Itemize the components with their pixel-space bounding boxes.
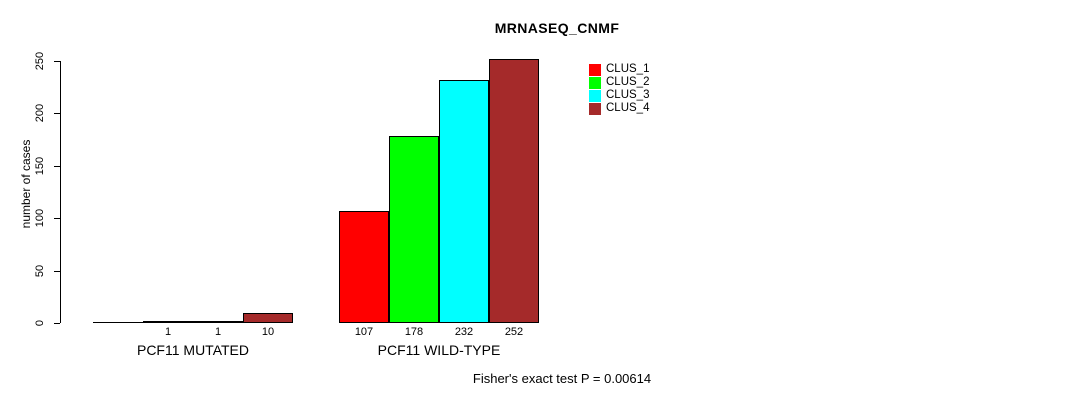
y-tick (54, 271, 60, 272)
bar-value-label: 252 (504, 326, 524, 338)
y-tick-label: 50 (34, 264, 46, 278)
fisher-test-annotation: Fisher's exact test P = 0.00614 (472, 371, 652, 386)
bar-value-label: 1 (214, 326, 222, 338)
bar (339, 211, 389, 323)
chart-title: MRNASEQ_CNMF (494, 20, 620, 36)
y-tick-label: 150 (34, 156, 46, 176)
y-axis-line (60, 61, 61, 323)
bar-value-label: 178 (404, 326, 424, 338)
legend-label: CLUS_1 (606, 63, 650, 75)
y-tick-label: 250 (34, 51, 46, 71)
y-tick (54, 218, 60, 219)
bar (439, 80, 489, 323)
legend-item: CLUS_4 (589, 102, 649, 115)
y-tick (54, 61, 60, 62)
y-tick-label: 0 (34, 319, 46, 327)
x-category-label: PCF11 WILD-TYPE (377, 342, 501, 358)
bar-value-label: 10 (261, 326, 275, 338)
legend-color-swatch (589, 76, 601, 89)
legend-color-swatch (589, 102, 601, 115)
y-axis-label: number of cases (19, 139, 33, 229)
legend-color-swatch (589, 89, 601, 102)
y-tick-label: 100 (34, 208, 46, 228)
bar-value-label: 107 (354, 326, 374, 338)
bar (243, 313, 293, 323)
y-tick (54, 166, 60, 167)
legend-label: CLUS_3 (606, 89, 650, 101)
bar (193, 321, 243, 323)
bar (489, 59, 539, 323)
legend-label: CLUS_4 (606, 102, 650, 114)
legend-color-swatch (589, 63, 601, 76)
y-tick (54, 113, 60, 114)
y-tick (54, 323, 60, 324)
bar (143, 321, 193, 323)
legend-item: CLUS_3 (589, 89, 649, 102)
x-category-label: PCF11 MUTATED (136, 342, 249, 358)
y-tick-label: 200 (34, 103, 46, 123)
legend-label: CLUS_2 (606, 76, 650, 88)
bar-value-label: 232 (454, 326, 474, 338)
legend-item: CLUS_2 (589, 76, 649, 89)
bar (389, 136, 439, 323)
legend-item: CLUS_1 (589, 63, 649, 76)
bar-value-label: 1 (164, 326, 172, 338)
bar (93, 322, 143, 323)
